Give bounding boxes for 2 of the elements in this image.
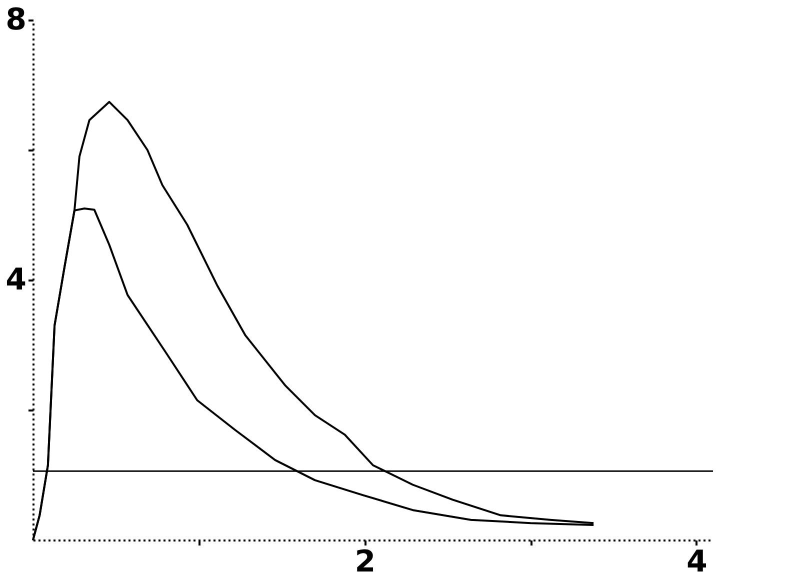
x-tick-label: 2 [354,544,376,580]
y-tick-label: 8 [6,2,26,38]
